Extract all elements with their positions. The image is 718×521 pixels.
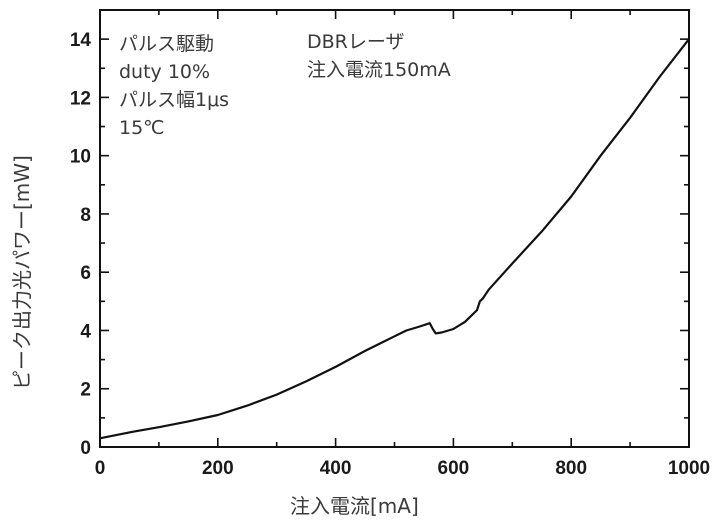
- y-tick-label: 8: [80, 205, 91, 226]
- annotation-conditions: パルス駆動 duty 10% パルス幅1μs 15℃: [119, 30, 229, 142]
- annotation-device: DBRレーザ 注入電流150mA: [307, 28, 451, 84]
- x-tick-label: 800: [555, 458, 587, 479]
- y-tick-label: 4: [80, 321, 91, 342]
- annotation-line: DBRレーザ: [307, 31, 405, 53]
- tick-labels: 0 200 400 600 800 1000 0 2 4 6 8 10 12 14: [70, 30, 710, 479]
- y-tick-label: 12: [70, 88, 91, 109]
- y-tick-label: 0: [80, 438, 91, 459]
- axis-ticks: [99, 9, 690, 448]
- y-tick-label: 10: [70, 147, 91, 168]
- annotation-line: duty 10%: [119, 61, 211, 83]
- y-tick-label: 14: [70, 30, 92, 51]
- y-tick-label: 2: [80, 380, 91, 401]
- x-tick-label: 200: [202, 458, 234, 479]
- annotation-line: 注入電流150mA: [307, 59, 451, 81]
- x-tick-label: 0: [95, 458, 106, 479]
- y-tick-label: 6: [80, 263, 91, 284]
- series-line: [99, 38, 690, 440]
- annotation-line: パルス駆動: [119, 33, 215, 55]
- x-tick-label: 1000: [668, 458, 710, 479]
- x-tick-label: 400: [320, 458, 352, 479]
- y-axis-label: ピーク出力光パワー[mW]: [10, 155, 34, 390]
- x-axis-label: 注入電流[mA]: [290, 494, 419, 518]
- annotation-line: パルス幅1μs: [119, 89, 230, 111]
- annotation-line: 15℃: [119, 117, 165, 139]
- x-tick-label: 600: [438, 458, 470, 479]
